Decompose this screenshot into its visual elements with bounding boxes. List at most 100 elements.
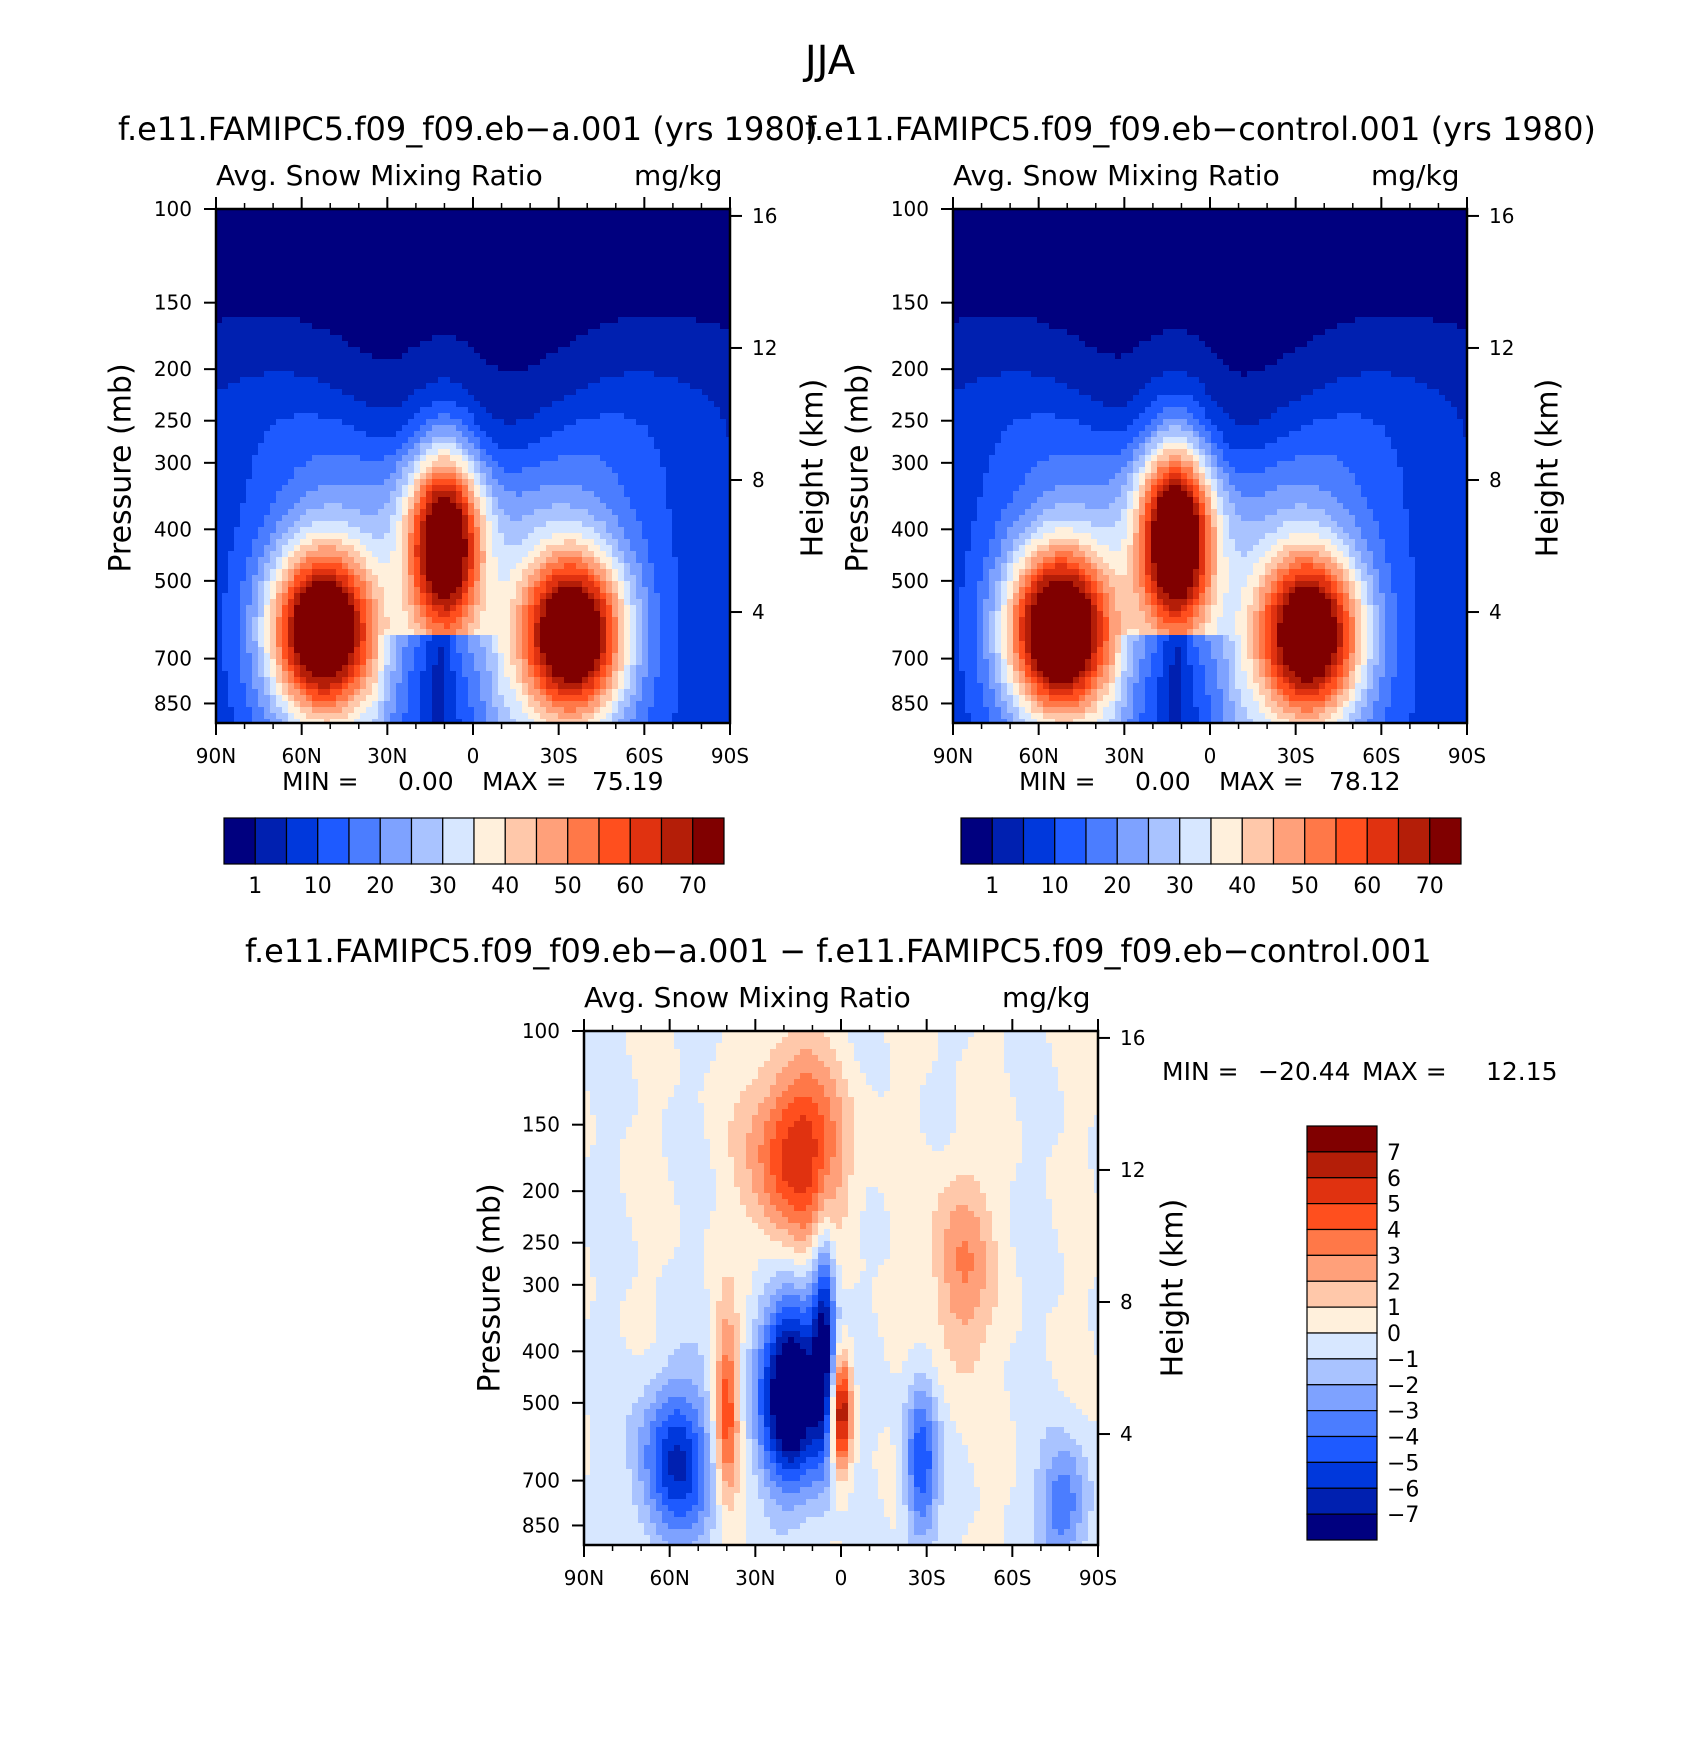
field-cell (342, 455, 349, 462)
field-cell (396, 209, 403, 216)
field-cell (492, 353, 499, 360)
field-cell (462, 299, 469, 306)
field-cell (582, 209, 589, 216)
field-cell (678, 251, 685, 258)
field-cell (264, 485, 271, 492)
field-cell (528, 251, 535, 258)
field-cell (516, 527, 523, 534)
field-cell (312, 533, 319, 540)
field-cell (570, 413, 577, 420)
field-cell (306, 503, 313, 510)
field-cell (444, 215, 451, 222)
field-cell (342, 335, 349, 342)
field-cell (378, 401, 385, 408)
field-cell (666, 521, 673, 528)
field-cell (474, 377, 481, 384)
field-cell (600, 401, 607, 408)
field-cell (618, 383, 625, 390)
field-cell (456, 311, 463, 318)
field-cell (564, 377, 571, 384)
field-cell (624, 335, 631, 342)
field-cell (252, 293, 259, 300)
field-cell (414, 329, 421, 336)
field-cell (600, 293, 607, 300)
field-cell (216, 371, 223, 378)
field-cell (360, 545, 367, 552)
field-cell (492, 389, 499, 396)
field-cell (702, 281, 709, 288)
field-cell (246, 527, 253, 534)
field-cell (222, 227, 229, 234)
field-cell (696, 221, 703, 228)
field-cell (294, 479, 301, 486)
field-cell (576, 311, 583, 318)
field-cell (348, 473, 355, 480)
field-cell (456, 389, 463, 396)
field-cell (312, 383, 319, 390)
field-cell (414, 473, 421, 480)
field-cell (522, 521, 529, 528)
field-cell (714, 455, 721, 462)
field-cell (570, 317, 577, 324)
field-cell (588, 533, 595, 540)
field-cell (450, 287, 457, 294)
field-cell (624, 533, 631, 540)
field-cell (246, 245, 253, 252)
field-cell (348, 323, 355, 330)
field-cell (258, 221, 265, 228)
field-cell (612, 239, 619, 246)
field-cell (726, 449, 731, 456)
field-cell (216, 419, 223, 426)
field-cell (558, 455, 565, 462)
field-cell (564, 461, 571, 468)
field-cell (306, 533, 313, 540)
field-cell (708, 359, 715, 366)
field-cell (438, 233, 445, 240)
field-cell (288, 467, 295, 474)
field-cell (300, 395, 307, 402)
field-cell (672, 401, 679, 408)
field-cell (258, 257, 265, 264)
field-cell (582, 239, 589, 246)
field-cell (396, 287, 403, 294)
field-cell (312, 299, 319, 306)
field-cell (540, 509, 547, 516)
field-cell (426, 491, 433, 498)
field-cell (336, 539, 343, 546)
field-cell (342, 251, 349, 258)
field-cell (672, 293, 679, 300)
field-cell (690, 239, 697, 246)
field-cell (546, 299, 553, 306)
field-cell (330, 239, 337, 246)
field-cell (474, 287, 481, 294)
field-cell (546, 491, 553, 498)
field-cell (474, 365, 481, 372)
field-cell (276, 323, 283, 330)
field-cell (378, 377, 385, 384)
field-cell (576, 521, 583, 528)
field-cell (534, 281, 541, 288)
field-cell (222, 497, 229, 504)
field-cell (300, 209, 307, 216)
field-cell (228, 311, 235, 318)
field-cell (594, 461, 601, 468)
field-cell (696, 359, 703, 366)
field-cell (630, 491, 637, 498)
field-cell (720, 539, 727, 546)
field-cell (444, 479, 451, 486)
field-cell (600, 341, 607, 348)
field-cell (678, 437, 685, 444)
field-cell (516, 455, 523, 462)
field-cell (648, 413, 655, 420)
field-cell (342, 497, 349, 504)
field-cell (366, 389, 373, 396)
field-cell (234, 329, 241, 336)
field-cell (324, 515, 331, 522)
field-cell (408, 419, 415, 426)
field-cell (642, 311, 649, 318)
field-cell (390, 539, 397, 546)
field-cell (348, 215, 355, 222)
field-cell (684, 359, 691, 366)
field-cell (600, 461, 607, 468)
field-cell (702, 533, 709, 540)
